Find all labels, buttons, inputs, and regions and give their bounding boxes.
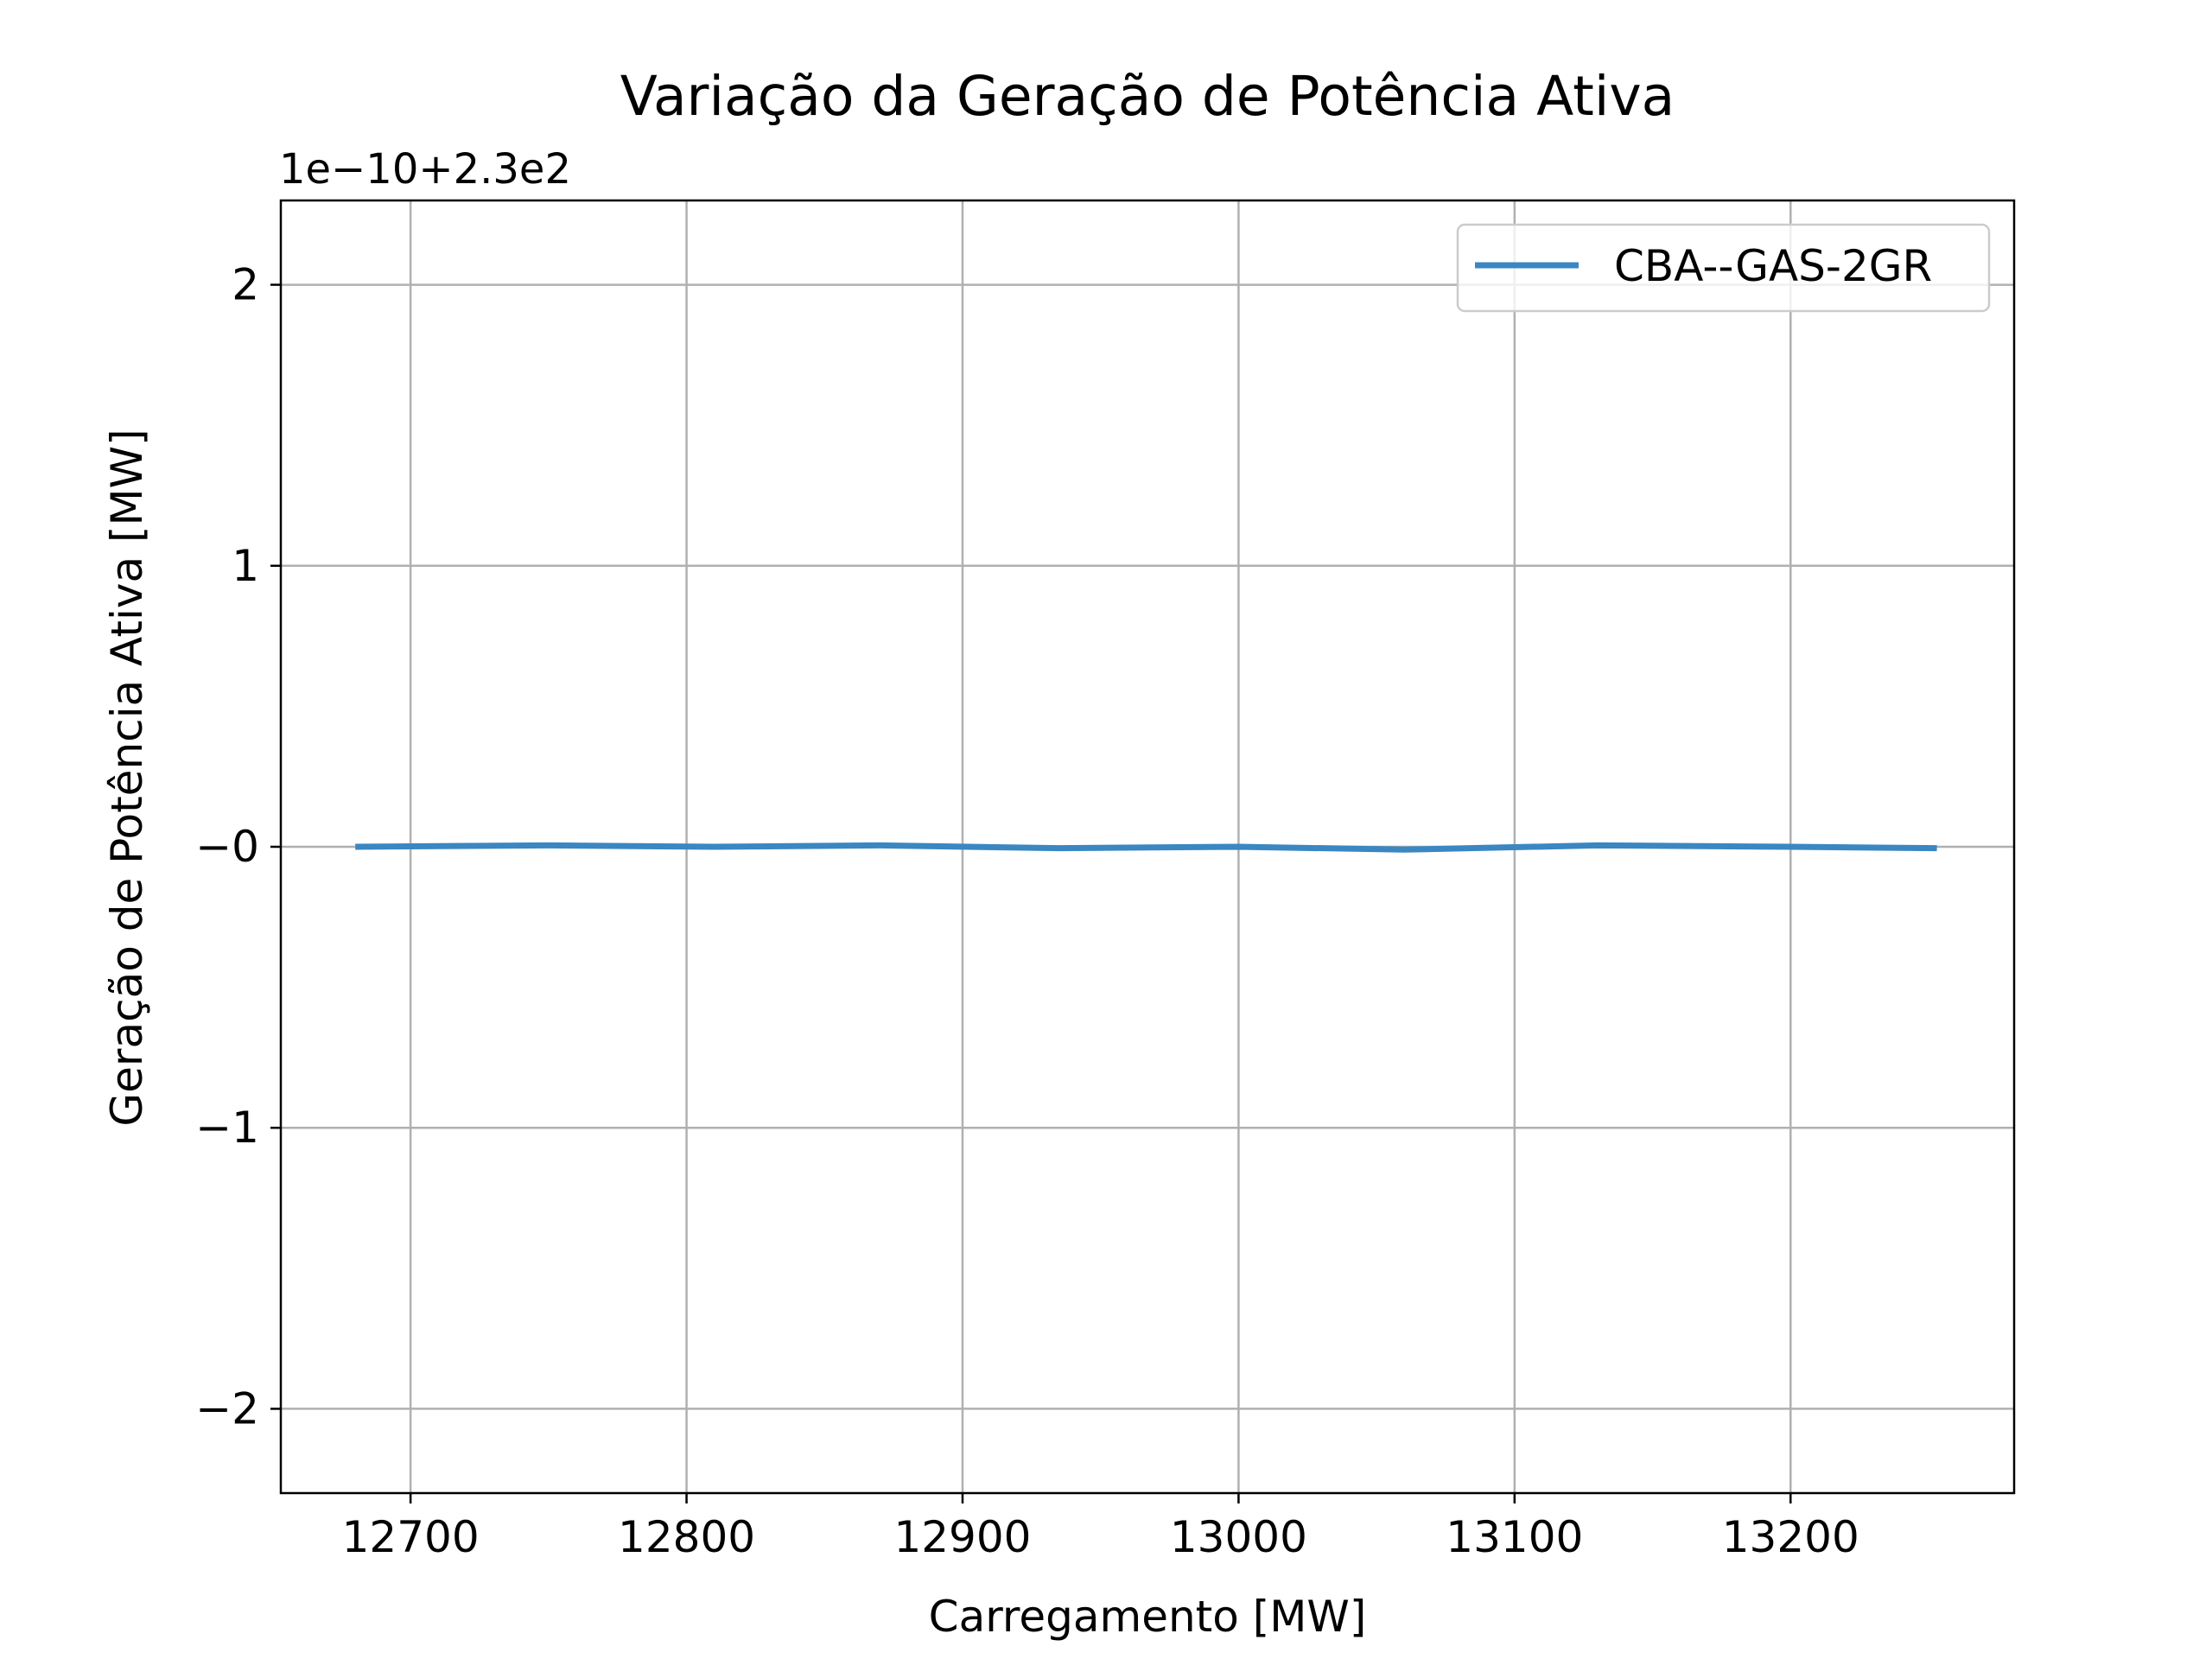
y-tick-label: 2 xyxy=(232,260,259,310)
x-tick-label: 12900 xyxy=(893,1512,1031,1562)
x-tick-label: 13100 xyxy=(1446,1512,1583,1562)
y-tick-label: 1 xyxy=(232,541,259,591)
x-tick-label: 13000 xyxy=(1170,1512,1307,1562)
x-tick-label: 12800 xyxy=(618,1512,755,1562)
series-layer xyxy=(355,842,1937,853)
legend-box xyxy=(1456,223,1991,313)
series-line-cba-gas-2gr xyxy=(355,842,1937,853)
y-axis-offset-label: 1e−10+2.3e2 xyxy=(279,145,571,194)
x-axis-label: Carregamento [MW] xyxy=(929,1592,1367,1642)
y-tick-label: −0 xyxy=(195,822,259,872)
x-tick-label: 13200 xyxy=(1722,1512,1859,1562)
legend-label-cba-gas-2gr: CBA--GAS-2GR xyxy=(1614,241,1932,291)
y-axis-label: Geração de Potência Ativa [MW] xyxy=(102,429,152,1126)
y-tick-label: −2 xyxy=(195,1383,259,1433)
legend: CBA--GAS-2GR xyxy=(1456,223,1991,313)
y-tick-label: −1 xyxy=(195,1103,259,1153)
axis-ticks: 12700 12800 12900 13000 13100 13200 2 1 −0 −1 −2 xyxy=(195,260,1859,1562)
chart-title: Variação da Geração de Potência Ativa xyxy=(620,65,1675,128)
x-tick-label: 12700 xyxy=(342,1512,480,1562)
